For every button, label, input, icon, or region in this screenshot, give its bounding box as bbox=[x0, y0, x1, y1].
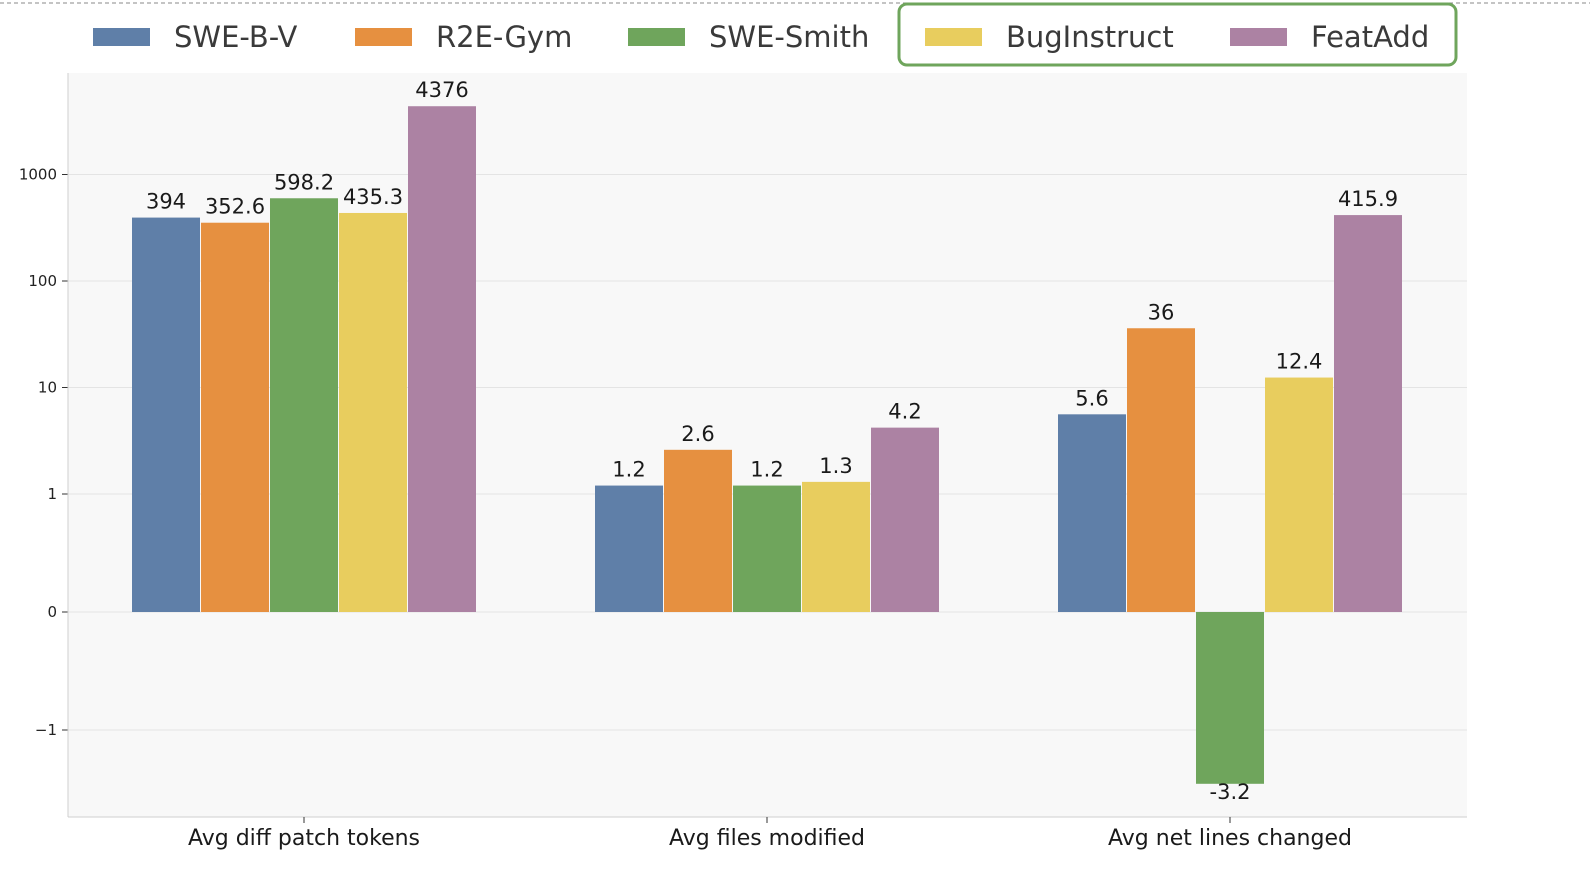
legend-swatch bbox=[628, 28, 685, 46]
data-label: 415.9 bbox=[1338, 187, 1398, 211]
y-tick-label: −1 bbox=[35, 721, 57, 739]
x-tick-label: Avg net lines changed bbox=[1108, 826, 1352, 851]
x-tick-label: Avg diff patch tokens bbox=[188, 826, 420, 851]
data-label: 12.4 bbox=[1276, 350, 1323, 374]
data-label: 4376 bbox=[415, 78, 468, 102]
bar bbox=[201, 222, 269, 613]
bar bbox=[1127, 328, 1195, 612]
data-label: 394 bbox=[146, 190, 186, 214]
bar bbox=[270, 198, 338, 612]
bar bbox=[1334, 215, 1402, 612]
y-tick-label: 0 bbox=[47, 603, 57, 621]
legend-label: BugInstruct bbox=[1006, 20, 1174, 54]
bar bbox=[595, 485, 663, 612]
legend-label: FeatAdd bbox=[1311, 20, 1429, 54]
data-label: 352.6 bbox=[205, 195, 265, 219]
data-label: 1.3 bbox=[819, 454, 852, 478]
bar bbox=[1058, 414, 1126, 612]
legend-label: SWE-B-V bbox=[174, 20, 297, 54]
legend-swatch bbox=[355, 28, 412, 46]
data-label: -3.2 bbox=[1210, 780, 1251, 804]
bar bbox=[871, 427, 939, 612]
bar bbox=[132, 217, 200, 612]
bar bbox=[733, 485, 801, 612]
legend-highlight-box bbox=[897, 2, 1458, 67]
data-label: 1.2 bbox=[612, 458, 645, 482]
data-label: 4.2 bbox=[888, 400, 921, 424]
data-label: 2.6 bbox=[681, 422, 714, 446]
x-tick-label: Avg files modified bbox=[669, 826, 865, 851]
bar bbox=[802, 481, 870, 612]
data-label: 5.6 bbox=[1075, 386, 1108, 410]
legend-swatch bbox=[925, 28, 982, 46]
data-label: 598.2 bbox=[274, 170, 334, 194]
legend-label: SWE-Smith bbox=[709, 20, 869, 54]
y-tick-label: 1000 bbox=[19, 166, 57, 184]
y-tick-label: 10 bbox=[38, 379, 57, 397]
legend-swatch bbox=[1230, 28, 1287, 46]
legend-label: R2E-Gym bbox=[436, 20, 572, 54]
y-tick-label: 100 bbox=[28, 272, 57, 290]
y-tick-label: 1 bbox=[47, 485, 57, 503]
data-label: 1.2 bbox=[750, 458, 783, 482]
bar bbox=[339, 212, 407, 613]
data-label: 36 bbox=[1148, 300, 1175, 324]
legend-swatch bbox=[93, 28, 150, 46]
bar bbox=[1196, 612, 1264, 784]
data-label: 435.3 bbox=[343, 185, 403, 209]
bar bbox=[1265, 377, 1333, 612]
bar bbox=[664, 449, 732, 612]
bar bbox=[408, 106, 476, 612]
